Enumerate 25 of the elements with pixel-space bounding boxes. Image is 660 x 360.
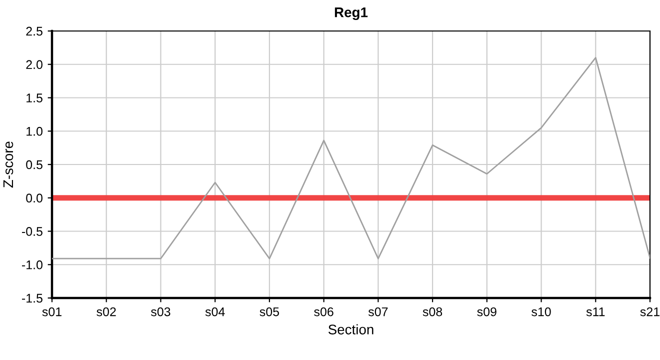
x-axis-title: Section xyxy=(328,324,374,334)
y-tick-label: 0.0 xyxy=(26,194,42,203)
y-tick-label: -1.0 xyxy=(22,260,42,270)
x-tick-label: s01 xyxy=(42,307,62,316)
y-axis-title: Z-score xyxy=(3,142,14,188)
y-tick-label: 1.5 xyxy=(26,94,42,102)
y-tick-label: 2.0 xyxy=(26,60,42,70)
x-tick-label: s09 xyxy=(477,307,496,316)
line-series xyxy=(52,57,650,260)
x-tick-label: s07 xyxy=(368,307,388,316)
x-tick-label: s11 xyxy=(586,307,605,316)
x-tick-label: s06 xyxy=(314,307,334,316)
x-tick-label: s05 xyxy=(260,307,280,316)
x-tick-label: s03 xyxy=(151,307,170,316)
y-tick-label: -0.5 xyxy=(22,227,42,236)
y-tick-label: 2.5 xyxy=(26,26,42,36)
chart-title: Reg1 xyxy=(334,8,368,20)
x-tick-label: s10 xyxy=(532,307,551,316)
x-tick-label: s21 xyxy=(640,307,660,316)
y-tick-label: 1.0 xyxy=(26,126,42,136)
y-tick-label: 0.5 xyxy=(26,160,42,170)
y-tick-label: -1.5 xyxy=(22,294,42,303)
x-tick-label: s08 xyxy=(422,307,442,316)
x-tick-label: s02 xyxy=(96,307,116,316)
x-tick-label: s04 xyxy=(205,307,225,316)
